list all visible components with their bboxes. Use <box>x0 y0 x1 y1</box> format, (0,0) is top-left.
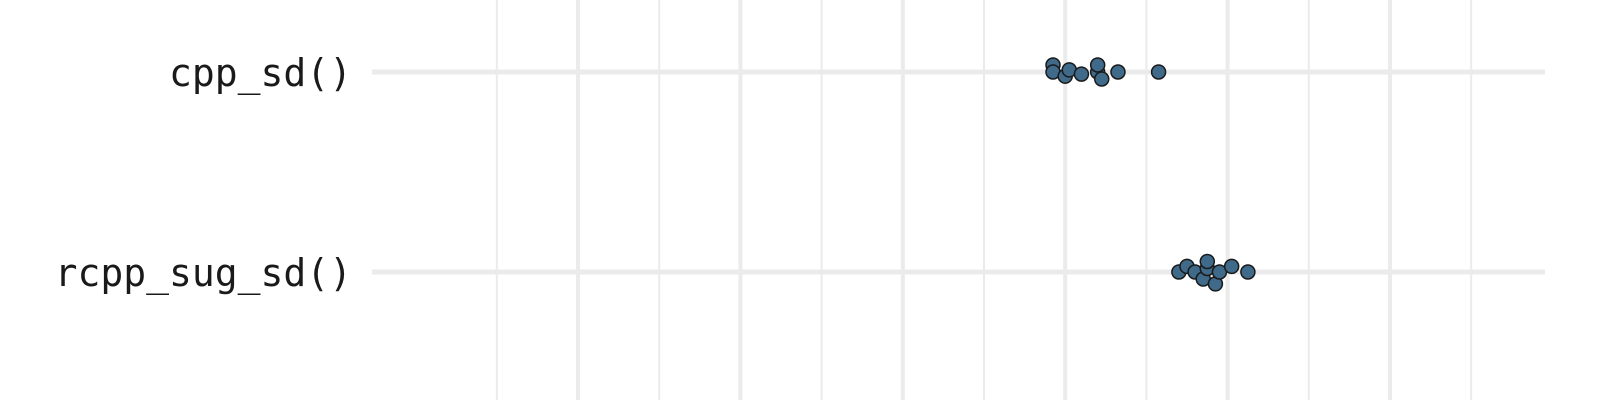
data-point <box>1150 64 1167 80</box>
grid-lines <box>372 0 1545 400</box>
data-point <box>1089 57 1106 73</box>
data-points <box>1045 57 1256 292</box>
category-label-cpp-sd: cpp_sd() <box>169 51 352 96</box>
data-point <box>1240 264 1256 280</box>
data-point <box>1199 253 1216 270</box>
data-point <box>1223 258 1240 275</box>
category-label-rcpp-sug-sd: rcpp_sug_sd() <box>55 251 352 296</box>
data-point <box>1073 66 1090 82</box>
data-point <box>1093 71 1110 87</box>
data-point <box>1110 64 1126 80</box>
category-labels: cpp_sd() rcpp_sug_sd() <box>55 51 352 296</box>
